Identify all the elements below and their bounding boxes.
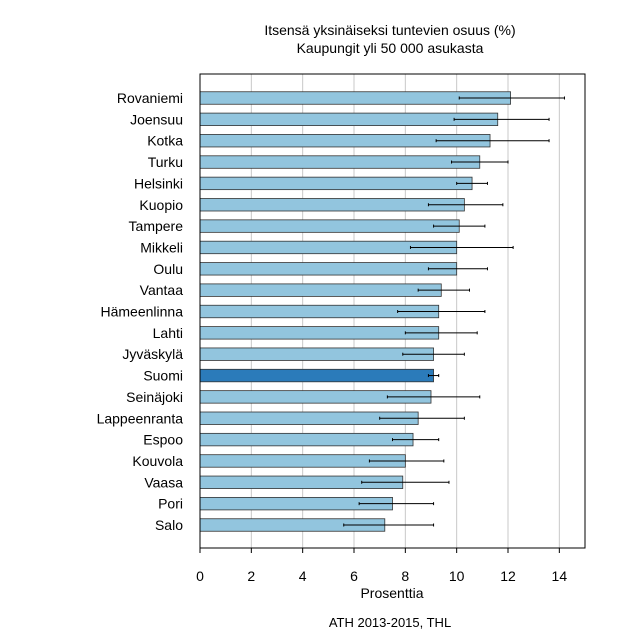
bar-helsinki (199, 176, 473, 191)
category-label: Hämeenlinna (101, 304, 184, 320)
category-label: Oulu (153, 261, 183, 277)
bar-turku (199, 155, 481, 169)
category-label: Seinäjoki (126, 389, 183, 405)
bar-vantaa (199, 283, 442, 297)
bar-oulu (199, 262, 458, 276)
category-label: Lahti (153, 325, 183, 341)
x-tick-label: 12 (500, 568, 516, 584)
x-tick-label: 14 (552, 568, 568, 584)
category-label: Vantaa (140, 282, 184, 298)
error-bars (343, 96, 565, 527)
category-label: Lappeenranta (97, 410, 184, 426)
bar-tampere (199, 219, 460, 233)
category-label: Helsinki (134, 175, 183, 191)
category-label: Suomi (143, 368, 183, 384)
category-label: Joensuu (130, 111, 183, 127)
category-label: Kotka (147, 133, 183, 149)
bars (199, 91, 511, 532)
x-axis-label: Prosenttia (360, 585, 423, 601)
x-tick-label: 10 (449, 568, 465, 584)
category-label: Salo (155, 517, 183, 533)
chart-title: Itsensä yksinäiseksi tuntevien osuus (%) (264, 22, 515, 38)
x-axis-ticks: 0 2 4 6 8 10 12 14 (196, 548, 567, 584)
category-label: Rovaniemi (117, 90, 183, 106)
source-note: ATH 2013-2015, THL (329, 615, 451, 630)
x-tick-label: 8 (401, 568, 409, 584)
category-label: Turku (148, 154, 183, 170)
bar-espoo (199, 432, 414, 447)
bar-lahti (199, 326, 440, 340)
x-tick-label: 4 (299, 568, 307, 584)
x-tick-label: 0 (196, 568, 204, 584)
bar-jyväskylä (199, 347, 434, 361)
plot-frame (199, 73, 586, 549)
category-label: Kouvola (132, 453, 183, 469)
chart-subtitle: Kaupungit yli 50 000 asukasta (297, 40, 484, 56)
x-tick-label: 6 (350, 568, 358, 584)
category-label: Kuopio (139, 197, 183, 213)
category-label: Jyväskylä (122, 346, 183, 362)
category-labels: Rovaniemi Joensuu Kotka Turku Helsinki Kuopio… (97, 90, 184, 533)
bar-suomi (199, 368, 434, 383)
category-label: Espoo (143, 432, 183, 448)
x-tick-label: 2 (247, 568, 255, 584)
category-label: Mikkeli (140, 239, 183, 255)
category-label: Pori (158, 496, 183, 512)
category-label: Vaasa (144, 474, 183, 490)
bar-kuopio (199, 198, 465, 212)
category-label: Tampere (129, 218, 184, 234)
bar-joensuu (199, 112, 499, 126)
